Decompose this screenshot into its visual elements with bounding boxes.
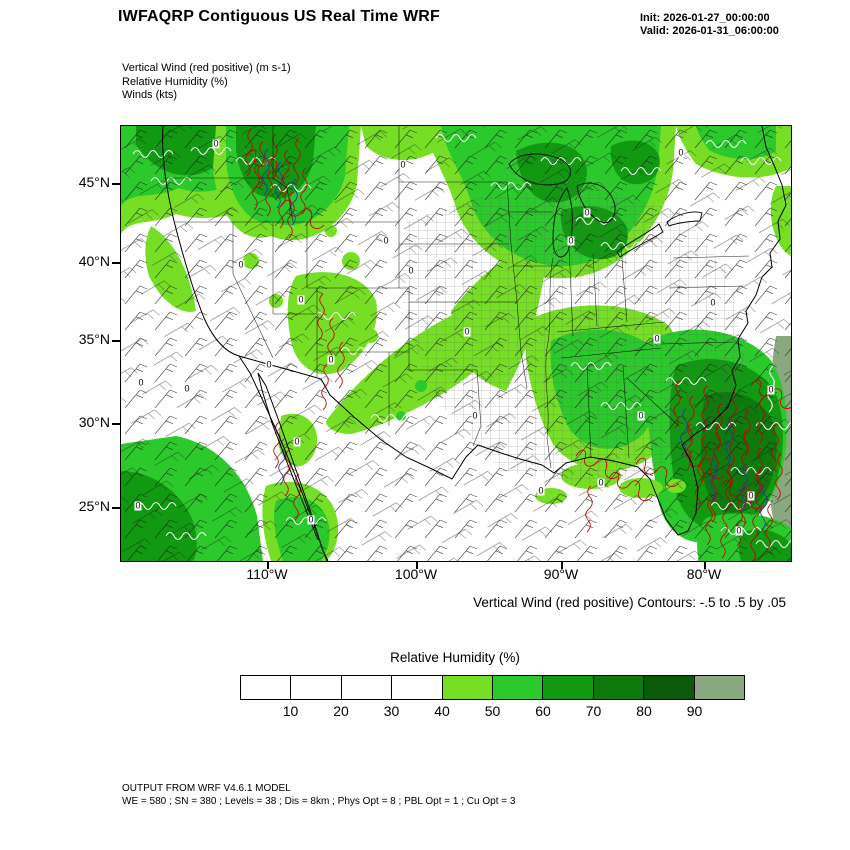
valid-time: Valid: 2026-01-31_06:00:00 [640, 25, 779, 37]
colorbar-cell [592, 675, 645, 700]
colorbar-title: Relative Humidity (%) [390, 650, 520, 665]
colorbar-labels: 10 20 30 40 50 60 70 80 90 [240, 703, 745, 721]
model-footer: OUTPUT FROM WRF V4.6.1 MODEL WE = 580 ; … [122, 782, 515, 808]
y-axis-tick [112, 423, 120, 425]
y-axis-tick [112, 340, 120, 342]
y-axis-tick [112, 183, 120, 185]
wind-barbs-texture-2 [121, 126, 791, 561]
legend-line-vertical-wind: Vertical Wind (red positive) (m s-1) [122, 62, 291, 74]
contour-zero-label: 0 [677, 147, 685, 158]
colorbar-cell [240, 675, 292, 700]
colorbar-label: 10 [282, 703, 299, 719]
colorbar-label: 40 [434, 703, 450, 719]
contour-zero-label: 0 [567, 235, 575, 246]
y-axis-tick [112, 262, 120, 264]
contour-zero-label: 0 [637, 410, 645, 421]
contour-zero-label: 0 [212, 138, 220, 149]
y-tick-label: 30°N [78, 414, 110, 430]
x-tick-label: 110°W [246, 566, 288, 582]
map-panel: 0 0 0 0 0 0 0 0 0 0 0 0 0 0 0 0 0 0 0 0 … [120, 125, 797, 563]
contour-zero-label: 0 [399, 159, 407, 170]
colorbar-cell [643, 675, 695, 700]
contour-zero-label: 0 [237, 259, 245, 270]
contour-zero-label: 0 [471, 410, 479, 421]
y-axis-tick [112, 507, 120, 509]
contour-zero-label: 0 [293, 436, 301, 447]
map-canvas [121, 125, 797, 563]
contour-zero-label: 0 [709, 297, 717, 308]
contour-zero-label: 0 [297, 294, 305, 305]
x-tick-label: 80°W [686, 566, 722, 582]
great-lakes [508, 153, 703, 258]
contour-zero-label: 0 [265, 359, 273, 370]
contour-zero-label: 0 [407, 265, 415, 276]
y-tick-label: 40°N [78, 253, 110, 269]
y-tick-label: 35°N [78, 331, 110, 347]
init-valid-block: Init: 2026-01-27_00:00:00 Valid: 2026-01… [640, 12, 779, 38]
x-axis-tick [704, 561, 706, 569]
footer-config-line: WE = 580 ; SN = 380 ; Levels = 38 ; Dis … [122, 796, 516, 807]
contour-zero-label: 0 [747, 490, 755, 501]
page-title: IWFAQRP Contiguous US Real Time WRF [118, 8, 440, 25]
colorbar-label: 90 [686, 703, 703, 719]
colorbar [240, 675, 746, 700]
colorbar-label: 30 [383, 703, 400, 719]
colorbar-cell [391, 675, 443, 700]
colorbar-cell [693, 675, 746, 700]
y-tick-label: 45°N [78, 174, 110, 190]
colorbar-label: 50 [484, 703, 501, 719]
x-axis-tick [267, 561, 269, 569]
x-axis-tick [561, 561, 563, 569]
y-tick-label: 25°N [78, 498, 110, 514]
contour-zero-label: 0 [597, 477, 605, 488]
contour-caption: Vertical Wind (red positive) Contours: -… [473, 595, 786, 610]
footer-model-line: OUTPUT FROM WRF V4.6.1 MODEL [122, 783, 291, 794]
colorbar-cell [492, 675, 544, 700]
x-axis-tick [416, 561, 418, 569]
x-tick-label: 100°W [394, 566, 438, 582]
colorbar-cell [542, 675, 594, 700]
colorbar-label: 70 [585, 703, 602, 719]
contour-zero-label: 0 [134, 500, 142, 511]
colorbar-cell [340, 675, 393, 700]
colorbar-label: 20 [333, 703, 349, 719]
field-legend: Vertical Wind (red positive) (m s-1) Rel… [122, 62, 291, 103]
colorbar-label: 60 [535, 703, 551, 719]
contour-zero-label: 0 [767, 384, 775, 395]
contour-zero-label: 0 [382, 235, 390, 246]
colorbar-cell [290, 675, 342, 700]
colorbar-cell [441, 675, 494, 700]
contour-zero-label: 0 [137, 377, 145, 388]
contour-zero-label: 0 [653, 333, 661, 344]
contour-zero-label: 0 [537, 485, 545, 496]
contour-zero-label: 0 [307, 514, 315, 525]
legend-line-relative-humidity: Relative Humidity (%) [122, 75, 228, 88]
init-time: Init: 2026-01-27_00:00:00 [640, 12, 770, 24]
contour-zero-label: 0 [583, 207, 591, 218]
contour-zero-label: 0 [463, 326, 471, 337]
contour-zero-label: 0 [735, 525, 743, 536]
contour-zero-label: 0 [183, 383, 191, 394]
state-boundaries [163, 126, 750, 469]
legend-line-winds: Winds (kts) [122, 89, 177, 101]
x-tick-label: 90°W [543, 566, 579, 582]
contour-zero-label: 0 [327, 354, 335, 365]
colorbar-label: 80 [636, 703, 652, 719]
